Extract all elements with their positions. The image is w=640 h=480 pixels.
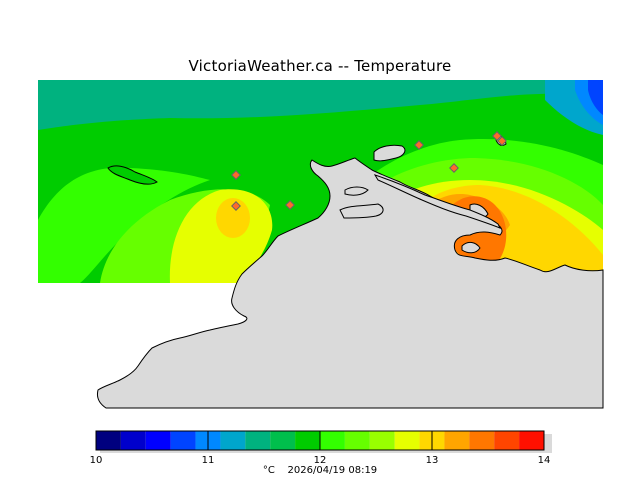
coastline-land xyxy=(339,203,384,219)
legend-color-swatch xyxy=(295,431,320,450)
legend-color-swatch xyxy=(96,431,121,450)
legend-color-swatch xyxy=(344,431,370,450)
legend-color-swatch xyxy=(145,431,171,450)
legend-color-swatch xyxy=(120,431,146,450)
legend-tick-label: 13 xyxy=(425,455,439,466)
temperature-band xyxy=(38,80,603,130)
island xyxy=(373,144,406,162)
legend-caption: °C 2026/04/19 08:19 xyxy=(0,465,640,476)
map-title: VictoriaWeather.ca -- Temperature xyxy=(188,57,452,75)
legend-tick-label: 14 xyxy=(537,455,551,466)
legend-color-swatch xyxy=(170,431,196,450)
legend-tick-label: 12 xyxy=(313,455,327,466)
legend-timestamp: 2026/04/19 08:19 xyxy=(287,465,378,476)
weather-station-marker[interactable] xyxy=(285,200,295,210)
legend-tick-label: 10 xyxy=(89,455,103,466)
weather-station-marker[interactable] xyxy=(231,201,241,211)
island xyxy=(107,165,158,185)
coastline-land xyxy=(373,174,502,229)
legend-color-swatch xyxy=(220,431,246,450)
station-markers xyxy=(231,131,507,211)
legend-color-swatch xyxy=(469,431,495,450)
legend-color-swatch xyxy=(270,431,296,450)
legend-color-swatch xyxy=(320,431,345,450)
temperature-band xyxy=(38,167,210,283)
temperature-band xyxy=(588,80,603,115)
legend-color-swatch xyxy=(519,431,544,450)
temperature-band xyxy=(216,198,250,238)
weather-station-marker[interactable] xyxy=(231,170,241,180)
weather-station-marker[interactable] xyxy=(449,163,459,173)
legend-tick-label: 11 xyxy=(201,455,215,466)
weather-station-marker[interactable] xyxy=(492,131,502,141)
legend-color-swatch xyxy=(369,431,395,450)
legend-color-swatch xyxy=(394,431,420,450)
legend-color-swatch xyxy=(444,431,470,450)
weather-station-marker[interactable] xyxy=(414,140,424,150)
island xyxy=(461,241,481,254)
coastline-land xyxy=(344,186,369,196)
coastline-land xyxy=(97,157,604,409)
legend-color-swatch xyxy=(494,431,520,450)
weather-station-marker[interactable] xyxy=(497,136,507,146)
legend-unit: °C xyxy=(262,465,275,476)
legend-color-swatch xyxy=(245,431,271,450)
